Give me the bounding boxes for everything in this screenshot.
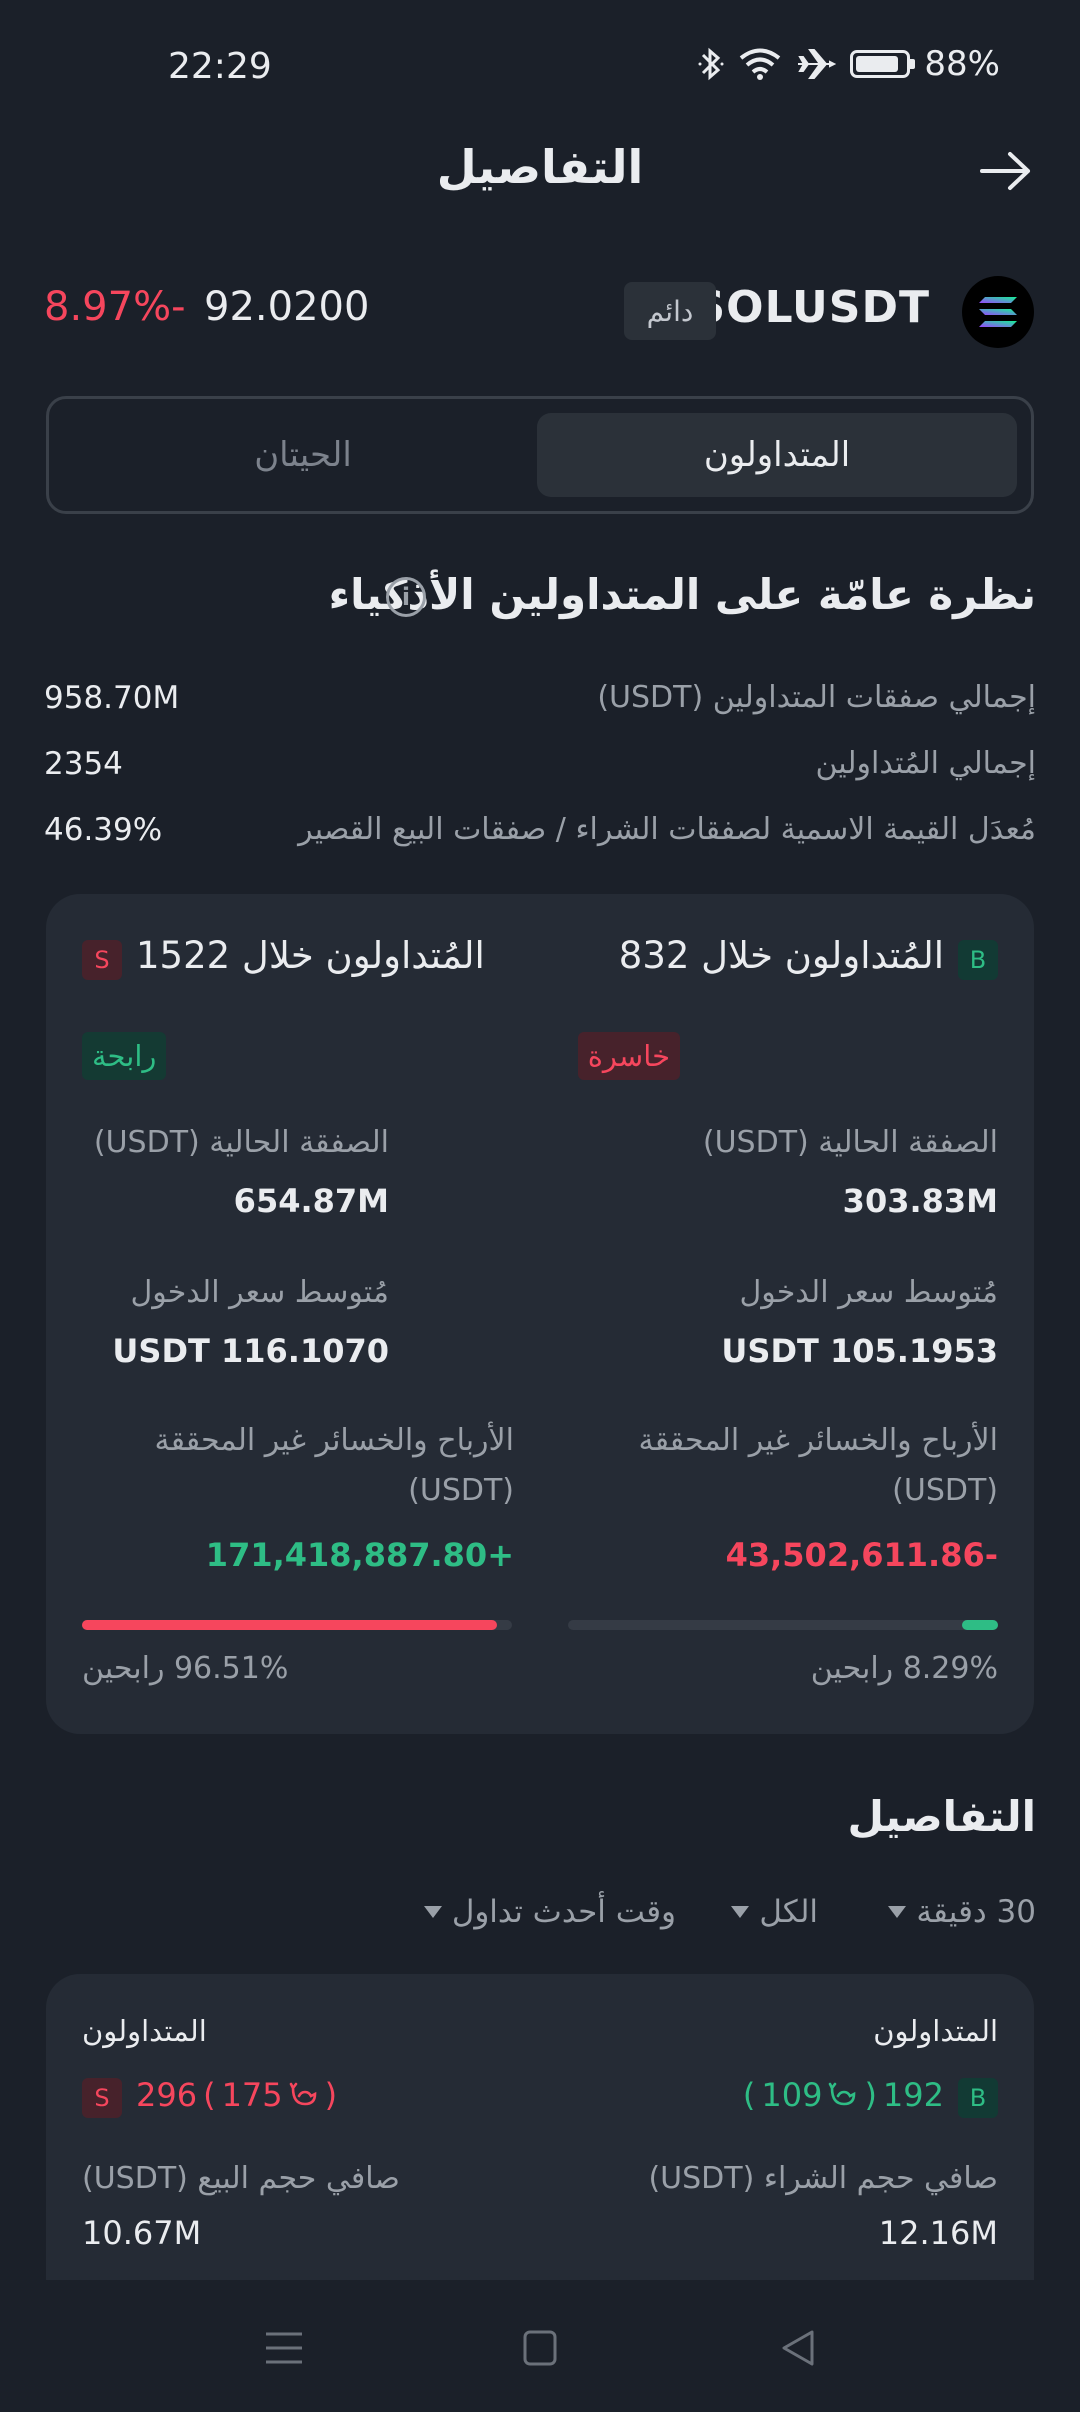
detail-short-counts: 296 ( 175 )	[136, 2076, 338, 2114]
back-arrow-icon[interactable]	[976, 146, 1036, 196]
short-win-rate-text: 96.51% رابحين	[82, 1651, 289, 1686]
symbol-name: SOLUSDT	[693, 282, 930, 333]
stat-label-total-traders: إجمالي المُتداولين	[815, 746, 1036, 781]
detail-short-label: المتداولون	[82, 2014, 207, 2048]
chevron-down-icon	[731, 1906, 750, 1918]
long-status-pill: خاسرة	[577, 1032, 680, 1080]
chevron-down-icon	[423, 1906, 442, 1918]
solana-logo-icon	[962, 276, 1034, 348]
long-position-label: الصفقة الحالية (USDT)	[702, 1125, 998, 1160]
tab-traders[interactable]: المتداولون	[537, 413, 1017, 497]
short-win-rate-bar	[82, 1620, 512, 1630]
whale-icon	[289, 2082, 316, 2106]
sort-filter[interactable]: وقت أحدث تداول	[423, 1894, 676, 1930]
long-position-value: 303.83M	[842, 1182, 998, 1220]
price-change: 8.97%-	[44, 284, 186, 330]
detail-short-whales: 175	[221, 2076, 283, 2114]
interval-filter-label: 30 دقيقة	[916, 1894, 1036, 1930]
scope-filter-label: الكل	[759, 1894, 818, 1930]
detail-short-badge: S	[82, 2078, 122, 2118]
short-entry-label: مُتوسط سعر الدخول	[130, 1275, 389, 1310]
long-short-card: B المُتداولون خلال 832 خاسرة الصفقة الحا…	[46, 894, 1034, 1734]
status-icons: 88%	[698, 44, 1000, 84]
short-pnl-unit: (USDT)	[408, 1473, 514, 1508]
stat-value-total-traders: 2354	[44, 746, 123, 782]
sort-filter-label: وقت أحدث تداول	[451, 1894, 676, 1930]
menu-icon[interactable]	[264, 2330, 304, 2366]
detail-short-volume-label: صافي حجم البيع (USDT)	[82, 2161, 400, 2196]
detail-long-volume-value: 12.16M	[878, 2214, 998, 2252]
details-title: التفاصيل	[847, 1792, 1036, 1841]
stat-label-long-short-ratio: مُعدَل القيمة الاسمية لصفقات الشراء / صف…	[298, 812, 1036, 847]
short-entry-value: USDT 116.1070	[112, 1332, 389, 1370]
detail-card: المتداولون B ( 109 ) 192 صافي حجم الشراء…	[46, 1974, 1034, 2294]
overview-title: نظرة عامّة على المتداولين الأذكياء	[328, 570, 1036, 619]
chevron-down-icon	[888, 1906, 907, 1918]
bluetooth-icon	[698, 47, 724, 81]
detail-long-volume-label: صافي حجم الشراء (USDT)	[648, 2161, 998, 2196]
long-win-rate-bar	[568, 1620, 998, 1630]
long-pnl-unit: (USDT)	[892, 1473, 998, 1508]
detail-short-count: 296	[136, 2076, 198, 2114]
battery-icon	[850, 50, 916, 78]
short-position-value: 654.87M	[233, 1182, 389, 1220]
detail-long-count: 192	[882, 2076, 944, 2114]
page-title: التفاصيل	[436, 140, 644, 194]
tab-whales[interactable]: الحيتان	[254, 435, 352, 475]
long-traders-title: المُتداولون خلال 832	[618, 934, 944, 977]
long-pnl-label: الأرباح والخسائر غير المحققة	[638, 1423, 998, 1458]
tab-switcher: المتداولون الحيتان	[46, 396, 1034, 514]
status-time: 22:29	[168, 46, 272, 87]
whale-icon	[829, 2082, 856, 2106]
detail-short-volume-value: 10.67M	[82, 2214, 202, 2252]
contract-type-badge: دائم	[624, 282, 716, 340]
system-nav-bar	[0, 2280, 1080, 2412]
long-entry-label: مُتوسط سعر الدخول	[739, 1275, 998, 1310]
stat-value-total-positions: 958.70M	[44, 680, 180, 716]
stat-value-long-short-ratio: 46.39%	[44, 812, 163, 848]
short-status-pill: رابحة	[82, 1032, 167, 1080]
long-pnl-value: 43,502,611.86-	[725, 1536, 998, 1574]
interval-filter[interactable]: 30 دقيقة	[888, 1894, 1036, 1930]
short-badge: S	[82, 940, 122, 980]
airplane-icon	[798, 49, 837, 79]
last-price: 92.0200	[204, 284, 370, 330]
detail-long-whales: 109	[761, 2076, 823, 2114]
long-entry-value: USDT 105.1953	[721, 1332, 998, 1370]
detail-long-counts: ( 109 ) 192	[742, 2076, 944, 2114]
battery-percent: 88%	[924, 44, 1000, 84]
short-position-label: الصفقة الحالية (USDT)	[93, 1125, 389, 1160]
long-badge: B	[958, 940, 998, 980]
short-traders-title: المُتداولون خلال 1522	[136, 934, 485, 977]
stat-label-total-positions: إجمالي صفقات المتداولين (USDT)	[597, 680, 1036, 715]
detail-long-label: المتداولون	[873, 2014, 998, 2048]
home-square-icon[interactable]	[522, 2328, 558, 2368]
detail-long-badge: B	[958, 2078, 998, 2118]
short-pnl-value: 171,418,887.80+	[205, 1536, 514, 1574]
back-triangle-icon[interactable]	[780, 2328, 816, 2368]
info-icon[interactable]: i	[386, 577, 426, 617]
short-pnl-label: الأرباح والخسائر غير المحققة	[154, 1423, 514, 1458]
wifi-icon	[740, 48, 781, 80]
long-win-rate-text: 8.29% رابحين	[810, 1651, 998, 1686]
scope-filter[interactable]: الكل	[731, 1894, 818, 1930]
